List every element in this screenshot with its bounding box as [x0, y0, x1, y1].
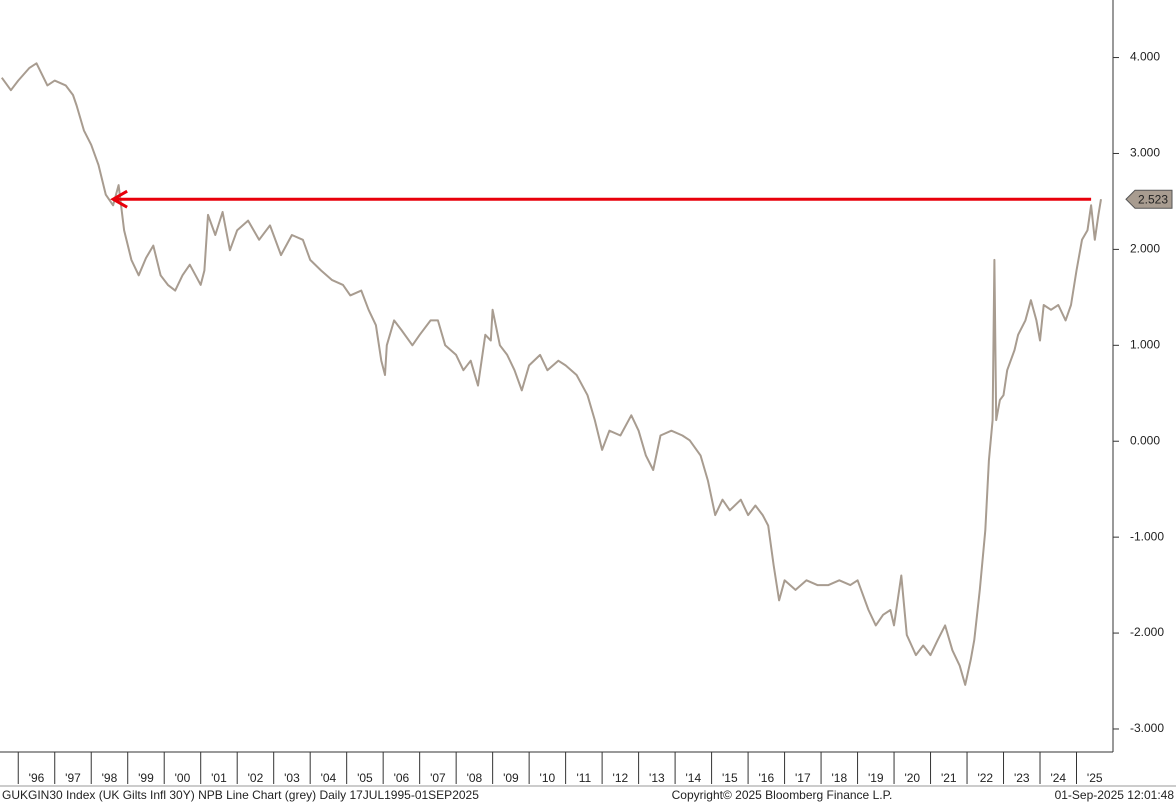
y-tick-label: -1.000	[1130, 529, 1164, 543]
y-tick-label: 0.000	[1130, 433, 1160, 447]
x-tick-label: '10	[540, 771, 556, 785]
footer-right: 01-Sep-2025 12:01:48	[1055, 788, 1175, 802]
x-tick-label: '23	[1014, 771, 1030, 785]
x-tick-label: '00	[175, 771, 191, 785]
x-tick-label: '24	[1050, 771, 1066, 785]
x-tick-label: '14	[686, 771, 702, 785]
x-tick-label: '18	[831, 771, 847, 785]
x-tick-label: '07	[430, 771, 446, 785]
x-tick-label: '15	[722, 771, 738, 785]
x-tick-label: '11	[576, 771, 591, 785]
reference-arrow	[110, 189, 1092, 209]
x-tick-label: '25	[1087, 771, 1103, 785]
x-tick-label: '02	[248, 771, 264, 785]
x-tick-label: '98	[102, 771, 118, 785]
y-tick-label: 4.000	[1130, 50, 1160, 64]
x-tick-label: '21	[941, 771, 957, 785]
series-line	[0, 62, 1102, 686]
x-tick-label: '05	[357, 771, 373, 785]
x-tick-label: '16	[759, 771, 775, 785]
x-tick-label: '12	[613, 771, 629, 785]
x-tick-label: '20	[904, 771, 920, 785]
footer-center: Copyright© 2025 Bloomberg Finance L.P.	[672, 788, 893, 802]
x-tick-label: '99	[138, 771, 154, 785]
arrow-path	[110, 189, 1092, 209]
y-tick-label: 1.000	[1130, 337, 1160, 351]
x-tick-label: '96	[29, 771, 45, 785]
y-tick-label: -3.000	[1130, 721, 1164, 735]
last-value-tag	[1125, 189, 1173, 209]
y-tick-label: -2.000	[1130, 625, 1164, 639]
x-tick-label: '09	[503, 771, 519, 785]
x-tick-label: '06	[394, 771, 410, 785]
last-value-label: 2.523	[1138, 192, 1168, 206]
x-tick-label: '97	[65, 771, 81, 785]
x-tick-label: '01	[211, 771, 227, 785]
x-tick-label: '19	[868, 771, 884, 785]
x-tick-label: '08	[467, 771, 483, 785]
y-tick-label: 3.000	[1130, 146, 1160, 160]
x-tick-label: '04	[321, 771, 337, 785]
x-tick-label: '17	[795, 771, 811, 785]
x-tick-label: '03	[284, 771, 300, 785]
y-tick-label: 2.000	[1130, 242, 1160, 256]
x-tick-label: '22	[977, 771, 993, 785]
footer-left: GUKGIN30 Index (UK Gilts Infl 30Y) NPB L…	[2, 788, 479, 802]
x-tick-label: '13	[649, 771, 665, 785]
